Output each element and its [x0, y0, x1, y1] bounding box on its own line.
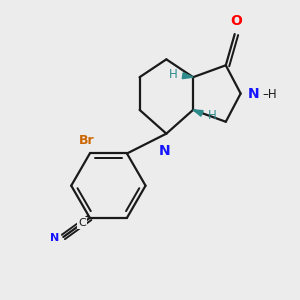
- Text: H: H: [169, 68, 178, 81]
- Text: Br: Br: [78, 134, 94, 147]
- Text: O: O: [230, 14, 242, 28]
- Text: N: N: [50, 233, 60, 244]
- Text: N: N: [248, 86, 260, 100]
- Polygon shape: [182, 73, 193, 79]
- Text: H: H: [208, 109, 217, 122]
- Text: N: N: [159, 144, 171, 158]
- Text: C: C: [78, 218, 86, 228]
- Polygon shape: [193, 110, 203, 116]
- Text: –H: –H: [262, 88, 277, 100]
